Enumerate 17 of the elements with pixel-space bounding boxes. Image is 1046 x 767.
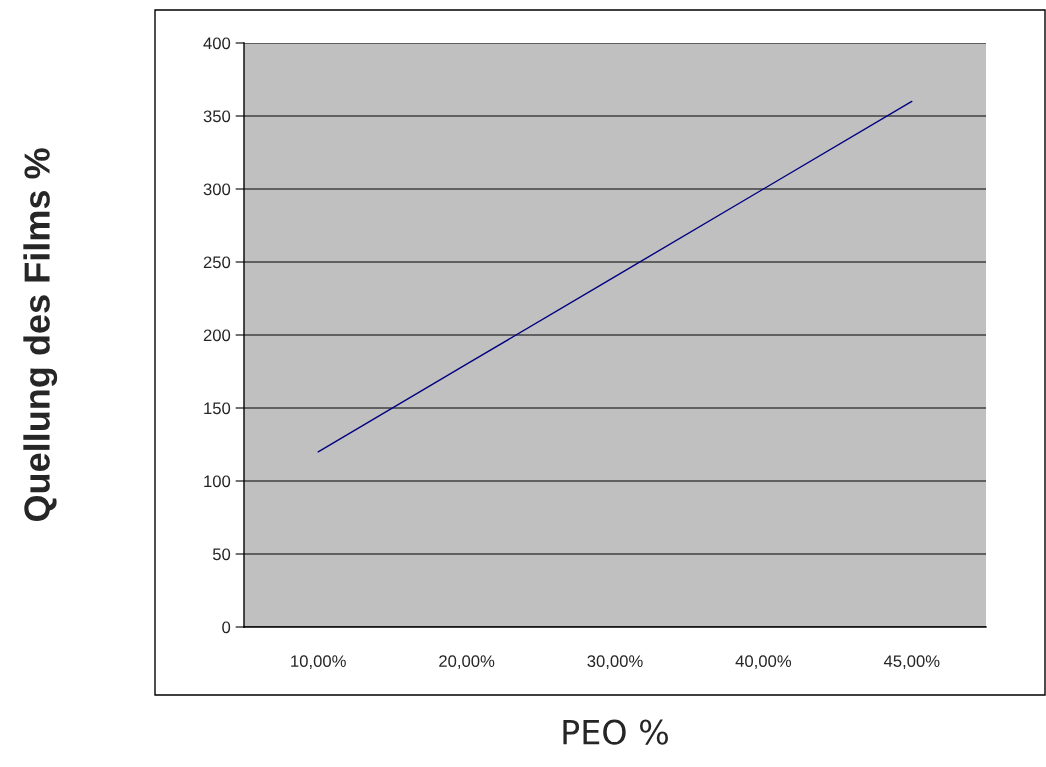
x-tick-label: 45,00% <box>883 655 940 669</box>
x-tick-label: 10,00% <box>291 655 346 669</box>
y-axis-title: Quellung des Films % <box>23 148 58 522</box>
x-tick-label: 30,00% <box>587 655 643 669</box>
x-tick-label: 40,00% <box>735 655 792 669</box>
y-tick-label: 200 <box>203 329 231 342</box>
y-tick-label: 100 <box>204 475 231 488</box>
x-tick-label: 20,00% <box>439 655 495 669</box>
y-tick-label: 300 <box>203 183 231 196</box>
line-series <box>317 100 913 453</box>
y-tick-label: 0 <box>222 621 231 634</box>
y-tick-label: 400 <box>203 37 231 50</box>
y-tick-label: 50 <box>212 548 231 561</box>
y-tick-label: 150 <box>204 402 231 415</box>
y-tick-label: 250 <box>203 256 231 269</box>
y-tick-label: 350 <box>203 110 231 123</box>
x-axis-title: PEO % <box>563 719 668 745</box>
